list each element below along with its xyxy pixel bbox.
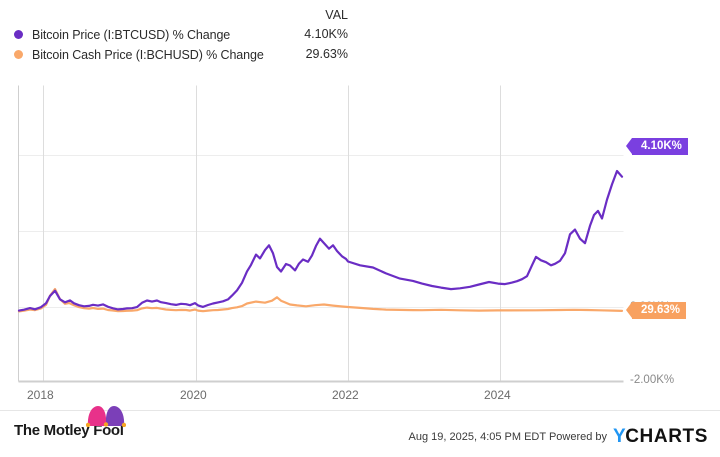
legend-series-list: Bitcoin Price (I:BTCUSD) % Change Bitcoi… (14, 26, 264, 66)
legend-value-btc: 4.10K% (304, 27, 348, 41)
ycharts-y-mark: Y (613, 426, 626, 447)
footer-timestamp: Aug 19, 2025, 4:05 PM EDT Powered by (408, 430, 608, 443)
chart-area: 2.00K% -2.00K% 2018 2020 2022 2024 4.10K… (0, 80, 720, 410)
chart-legend: VAL Bitcoin Price (I:BTCUSD) % Change Bi… (0, 0, 720, 72)
callout-text-btc: 4.10K% (641, 140, 682, 152)
callout-arrow-btc-icon (626, 138, 632, 154)
legend-dot-bch-icon (14, 50, 23, 59)
x-tick-label-2018: 2018 (27, 388, 54, 402)
jester-cap-icon (85, 405, 127, 432)
legend-value-bch: 29.63% (305, 47, 348, 61)
motley-fool-logo[interactable]: The Motley Fool (14, 406, 127, 439)
x-tick-label-2024: 2024 (484, 388, 511, 402)
legend-value-header: VAL (325, 8, 348, 22)
chart-canvas (17, 85, 624, 383)
vertical-gridlines (43, 85, 501, 382)
x-tick-label-2020: 2020 (180, 388, 207, 402)
callout-text-bch: 29.63% (641, 304, 681, 316)
callout-badge-bch: 29.63% (626, 302, 687, 319)
horizontal-gridlines (18, 155, 624, 308)
ycharts-logo[interactable]: Y CHARTS (613, 427, 708, 446)
callout-arrow-bch-icon (626, 302, 632, 318)
legend-item-btc[interactable]: Bitcoin Price (I:BTCUSD) % Change (14, 26, 264, 43)
legend-label-bch: Bitcoin Cash Price (I:BCHUSD) % Change (32, 47, 264, 62)
legend-value-list: 4.10K% 29.63% (276, 26, 348, 66)
y-tick-label-neg2000: -2.00K% (630, 374, 675, 386)
series-line-bch (17, 287, 624, 313)
callout-badge-btc: 4.10K% (626, 138, 688, 155)
footer-attribution: Aug 19, 2025, 4:05 PM EDT Powered by Y C… (409, 427, 708, 446)
series-line-btc (17, 169, 624, 312)
legend-item-bch[interactable]: Bitcoin Cash Price (I:BCHUSD) % Change (14, 46, 264, 63)
legend-label-btc: Bitcoin Price (I:BTCUSD) % Change (32, 27, 231, 42)
x-tick-label-2022: 2022 (332, 388, 359, 402)
motley-fool-wordmark: The Motley Fool (14, 422, 124, 439)
chart-footer: The Motley Fool Aug 19, 2025, 4:05 PM ED… (0, 406, 720, 457)
ycharts-wordmark: CHARTS (625, 426, 708, 447)
legend-dot-btc-icon (14, 30, 23, 39)
